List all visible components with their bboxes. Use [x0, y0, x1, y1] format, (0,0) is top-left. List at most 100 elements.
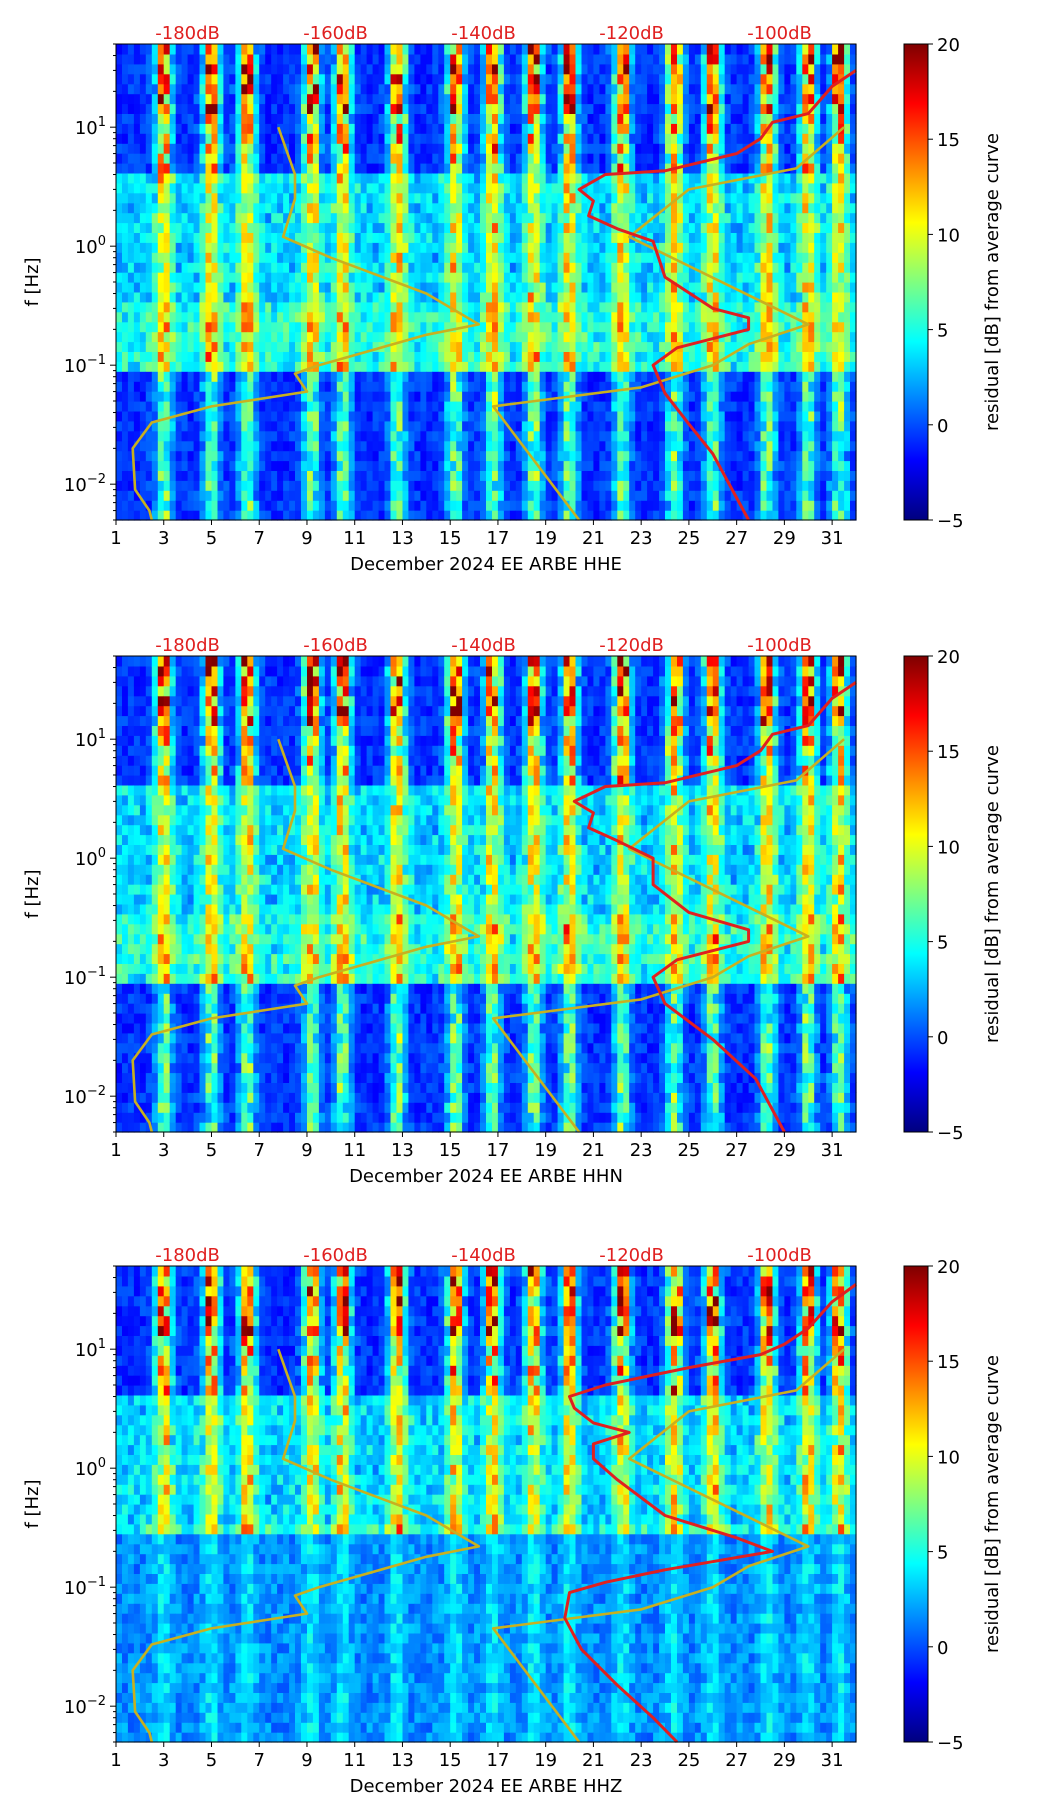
heatmap-cell	[122, 252, 129, 263]
heatmap-cell	[623, 301, 630, 313]
heatmap-cell	[235, 153, 242, 164]
heatmap-cell	[223, 410, 230, 422]
heatmap-cell	[557, 272, 565, 283]
heatmap-cell	[265, 430, 272, 442]
heatmap-cell	[647, 450, 654, 462]
heatmap-cell	[515, 510, 523, 521]
heatmap-cell	[312, 262, 320, 273]
heatmap-cell	[372, 73, 380, 85]
heatmap-cell	[181, 192, 189, 204]
heatmap-cell	[539, 311, 547, 323]
heatmap-cell	[408, 311, 415, 323]
heatmap-cell	[462, 232, 469, 243]
heatmap-cell	[336, 93, 344, 105]
heatmap-cell	[402, 351, 410, 362]
heatmap-cell	[205, 272, 213, 283]
heatmap-cell	[420, 291, 427, 303]
heatmap-cell	[217, 460, 225, 471]
heatmap-cell	[283, 311, 290, 323]
heatmap-cell	[312, 470, 320, 481]
heatmap-cell	[157, 420, 165, 432]
heatmap-cell	[677, 252, 684, 263]
heatmap-cell	[247, 182, 254, 194]
heatmap-cell	[259, 291, 266, 303]
heatmap-cell	[647, 53, 654, 65]
heatmap-cell	[181, 232, 189, 243]
heatmap-cell	[378, 242, 386, 253]
heatmap-cell	[599, 470, 606, 481]
heatmap-cell	[605, 182, 612, 194]
heatmap-cell	[241, 460, 248, 471]
heatmap-cell	[671, 282, 678, 293]
heatmap-cell	[122, 450, 129, 462]
heatmap-cell	[193, 103, 201, 114]
heatmap-cell	[486, 272, 493, 283]
heatmap-cell	[360, 470, 368, 481]
heatmap-cell	[193, 133, 201, 144]
heatmap-cell	[396, 63, 404, 75]
heatmap-cell	[647, 291, 654, 303]
heatmap-cell	[271, 232, 278, 243]
heatmap-cell	[677, 450, 684, 462]
heatmap-cell	[468, 73, 475, 85]
heatmap-cell	[336, 73, 344, 85]
heatmap-cell	[414, 222, 421, 233]
heatmap-cell	[718, 222, 726, 233]
heatmap-cell	[456, 401, 463, 412]
heatmap-cell	[563, 123, 571, 134]
heatmap-cell	[706, 53, 714, 65]
heatmap-cell	[205, 381, 213, 392]
heatmap-cell	[145, 291, 153, 303]
heatmap-cell	[193, 172, 201, 184]
heatmap-cell	[336, 311, 344, 323]
heatmap-cell	[539, 410, 547, 422]
heatmap-cell	[265, 73, 272, 85]
heatmap-cell	[497, 113, 505, 124]
heatmap-cell	[539, 301, 547, 313]
heatmap-cell	[605, 291, 612, 303]
heatmap-cell	[665, 361, 672, 372]
heatmap-cell	[265, 44, 272, 55]
heatmap-cell	[617, 341, 624, 352]
heatmap-cell	[366, 252, 374, 263]
heatmap-cell	[360, 460, 368, 471]
heatmap-cell	[366, 480, 374, 491]
heatmap-cell	[217, 262, 225, 273]
heatmap-cell	[414, 460, 421, 471]
heatmap-cell	[247, 410, 254, 422]
heatmap-cell	[199, 282, 207, 293]
heatmap-cell	[474, 331, 481, 343]
heatmap-cell	[420, 202, 427, 214]
heatmap-cell	[408, 192, 415, 204]
heatmap-cell	[521, 282, 529, 293]
heatmap-cell	[169, 282, 177, 293]
heatmap-cell	[241, 232, 248, 243]
heatmap-cell	[247, 252, 254, 263]
heatmap-cell	[480, 391, 487, 402]
heatmap-cell	[151, 143, 159, 154]
heatmap-cell	[116, 163, 123, 174]
heatmap-cell	[653, 410, 660, 422]
heatmap-cell	[390, 103, 398, 114]
heatmap-cell	[503, 172, 511, 184]
heatmap-cell	[163, 172, 171, 184]
heatmap-cell	[378, 73, 386, 85]
heatmap-cell	[330, 93, 338, 105]
heatmap-cell	[569, 83, 577, 95]
heatmap-cell	[139, 262, 147, 273]
heatmap-cell	[127, 222, 135, 233]
heatmap-cell	[151, 371, 159, 382]
heatmap-cell	[283, 450, 290, 462]
heatmap-cell	[127, 480, 135, 491]
heatmap-cell	[289, 242, 296, 253]
heatmap-cell	[271, 420, 278, 432]
heatmap-cell	[116, 113, 123, 124]
heatmap-cell	[700, 301, 708, 313]
heatmap-cell	[718, 262, 726, 273]
heatmap-cell	[712, 291, 720, 303]
heatmap-cell	[521, 252, 529, 263]
heatmap-cell	[492, 311, 499, 323]
heatmap-cell	[360, 73, 368, 85]
heatmap-cell	[599, 242, 606, 253]
heatmap-cell	[688, 361, 696, 372]
